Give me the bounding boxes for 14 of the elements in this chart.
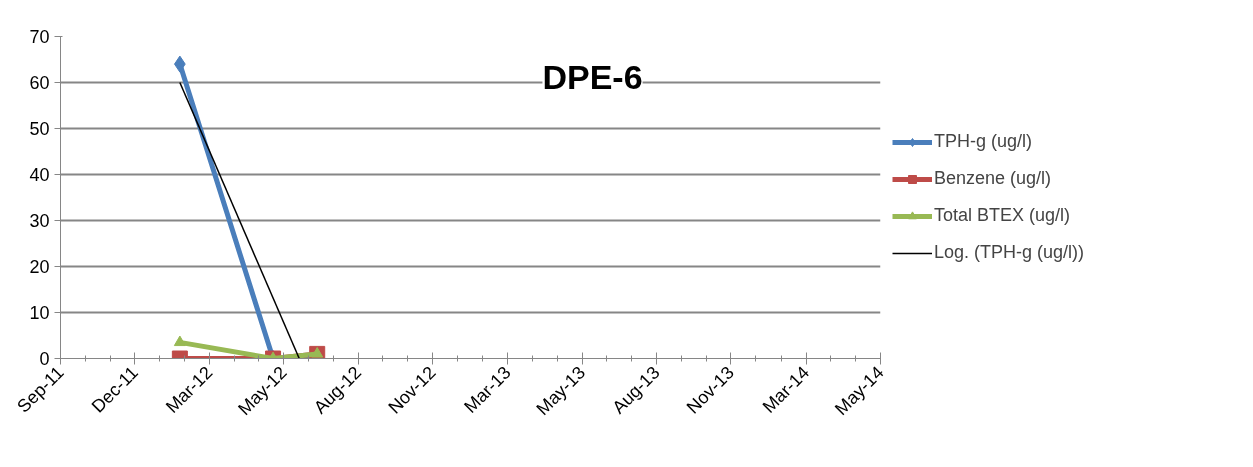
y-tick-label: 20 bbox=[29, 257, 50, 277]
y-tick-label: 10 bbox=[29, 303, 50, 323]
legend-label: TPH-g (ug/l) bbox=[934, 131, 1033, 152]
legend-label: Total BTEX (ug/l) bbox=[934, 205, 1071, 226]
y-tick-label: 60 bbox=[29, 73, 50, 93]
y-tick-label: 50 bbox=[29, 119, 50, 139]
y-tick-label: 40 bbox=[29, 165, 50, 185]
legend-label: Log. (TPH-g (ug/l)) bbox=[934, 242, 1085, 263]
y-tick-label: 70 bbox=[29, 27, 50, 47]
legend-label: Benzene (ug/l) bbox=[934, 168, 1052, 189]
y-tick-label: 0 bbox=[39, 349, 50, 369]
y-tick-label: 30 bbox=[29, 211, 50, 231]
text: DPE-6 bbox=[542, 57, 643, 96]
point bbox=[173, 335, 186, 347]
